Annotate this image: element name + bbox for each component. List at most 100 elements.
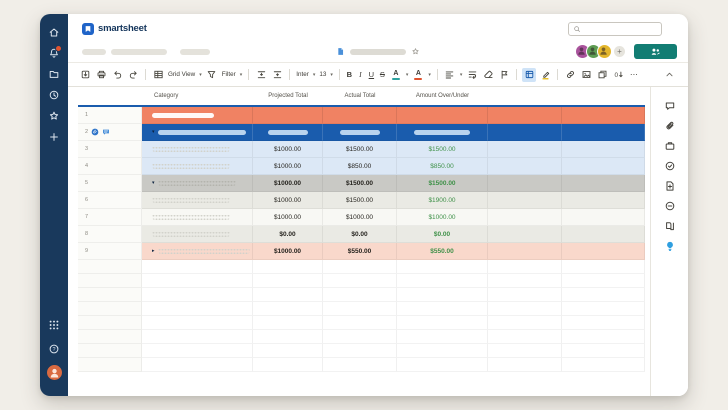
empty-cell[interactable] [78, 330, 142, 344]
projected-total-cell[interactable]: $1000.00 [253, 158, 323, 175]
empty-cell[interactable] [142, 260, 253, 274]
category-cell[interactable]: ▸ [142, 243, 253, 260]
filter-button[interactable] [205, 68, 219, 82]
actual-total-cell[interactable]: $1000.00 [323, 209, 397, 226]
empty-cell[interactable] [78, 260, 142, 274]
empty-cell[interactable] [488, 316, 562, 330]
empty-cell[interactable] [562, 316, 645, 330]
category-cell[interactable] [142, 141, 253, 158]
more-tools-button[interactable]: ⋯ [627, 68, 641, 82]
sidebar-notifications-button[interactable] [46, 45, 62, 61]
projected-total-cell[interactable] [253, 107, 323, 124]
row-collapse-caret[interactable]: ▾ [152, 130, 155, 135]
actual-total-cell[interactable]: $850.00 [323, 158, 397, 175]
empty-cell[interactable] [562, 124, 645, 141]
chevron-down-icon[interactable]: ▾ [199, 72, 202, 78]
empty-cell[interactable] [488, 175, 562, 192]
empty-cell[interactable] [253, 274, 323, 288]
chevron-down-icon[interactable]: ▾ [428, 72, 431, 78]
sidebar-browse-button[interactable] [46, 66, 62, 82]
empty-cell[interactable] [562, 344, 645, 358]
empty-cell[interactable] [253, 260, 323, 274]
projected-total-cell[interactable] [253, 124, 323, 141]
empty-cell[interactable] [562, 260, 645, 274]
projected-total-cell[interactable]: $1000.00 [253, 209, 323, 226]
category-cell[interactable]: ▾ [142, 175, 253, 192]
print-button[interactable] [94, 68, 108, 82]
empty-cell[interactable] [142, 330, 253, 344]
projected-total-cell[interactable]: $1000.00 [253, 192, 323, 209]
empty-cell[interactable] [323, 316, 397, 330]
projected-total-cell[interactable]: $1000.00 [253, 175, 323, 192]
chevron-down-icon[interactable]: ▾ [240, 72, 243, 78]
category-cell[interactable]: ▾ [142, 124, 253, 141]
search-input[interactable] [568, 22, 662, 36]
amount-over-under-cell[interactable]: $1000.00 [397, 209, 488, 226]
empty-cell[interactable] [323, 344, 397, 358]
sidebar-create-button[interactable] [46, 129, 62, 145]
row-number-cell[interactable]: 1 [78, 107, 142, 124]
empty-cell[interactable] [253, 358, 323, 372]
empty-cell[interactable] [488, 260, 562, 274]
empty-cell[interactable] [397, 358, 488, 372]
sidebar-app-launcher-button[interactable] [46, 317, 62, 333]
empty-cell[interactable] [562, 158, 645, 175]
empty-cell[interactable] [142, 274, 253, 288]
empty-cell[interactable] [488, 344, 562, 358]
column-header-amount-over-under[interactable]: Amount Over/Under [397, 93, 488, 99]
collapse-toolbar-button[interactable] [662, 68, 676, 82]
add-collaborator-button[interactable]: + [614, 46, 625, 57]
empty-cell[interactable] [397, 344, 488, 358]
sidebar-account-button[interactable] [47, 365, 62, 380]
sidebar-help-button[interactable]: ? [46, 341, 62, 357]
empty-cell[interactable] [488, 124, 562, 141]
filter-label[interactable]: Filter [222, 71, 236, 78]
projected-total-cell[interactable]: $1000.00 [253, 243, 323, 260]
amount-over-under-cell[interactable]: $1500.00 [397, 175, 488, 192]
row-number-cell[interactable]: 5 [78, 175, 142, 192]
panel-conversations-button[interactable] [661, 97, 679, 115]
empty-cell[interactable] [397, 260, 488, 274]
expand-rows-button[interactable] [270, 68, 284, 82]
row-number-cell[interactable]: 3 [78, 141, 142, 158]
empty-cell[interactable] [142, 288, 253, 302]
row-expand-caret[interactable]: ▸ [152, 249, 155, 254]
empty-cell[interactable] [562, 243, 645, 260]
panel-activity-log-button[interactable] [661, 197, 679, 215]
row-collapse-caret[interactable]: ▾ [152, 181, 155, 186]
chevron-down-icon[interactable]: ▾ [330, 72, 333, 78]
amount-over-under-cell[interactable] [397, 107, 488, 124]
panel-attachments-button[interactable] [661, 117, 679, 135]
undo-button[interactable] [110, 68, 124, 82]
amount-over-under-cell[interactable]: $850.00 [397, 158, 488, 175]
cell-format-button[interactable] [522, 68, 536, 82]
sidebar-favorites-button[interactable] [46, 108, 62, 124]
clear-format-button[interactable] [481, 68, 495, 82]
export-button[interactable] [78, 68, 92, 82]
chevron-down-icon[interactable]: ▾ [313, 72, 316, 78]
empty-cell[interactable] [488, 302, 562, 316]
empty-cell[interactable] [323, 302, 397, 316]
row-number-cell[interactable]: 9 [78, 243, 142, 260]
sort-button[interactable]: 0 [611, 68, 625, 82]
empty-cell[interactable] [488, 288, 562, 302]
amount-over-under-cell[interactable]: $0.00 [397, 226, 488, 243]
empty-cell[interactable] [562, 274, 645, 288]
empty-cell[interactable] [488, 274, 562, 288]
empty-cell[interactable] [253, 344, 323, 358]
row-number-cell[interactable]: 2 [78, 124, 142, 141]
empty-cell[interactable] [562, 358, 645, 372]
empty-cell[interactable] [323, 358, 397, 372]
row-number-cell[interactable]: 6 [78, 192, 142, 209]
panel-summary-button[interactable] [661, 217, 679, 235]
comment-icon[interactable] [102, 128, 110, 136]
wrap-button[interactable] [465, 68, 479, 82]
category-cell[interactable] [142, 226, 253, 243]
empty-cell[interactable] [323, 260, 397, 274]
empty-cell[interactable] [397, 274, 488, 288]
sidebar-recents-button[interactable] [46, 87, 62, 103]
category-cell[interactable] [142, 209, 253, 226]
sidebar-home-button[interactable] [46, 24, 62, 40]
actual-total-cell[interactable]: $1500.00 [323, 175, 397, 192]
empty-cell[interactable] [562, 192, 645, 209]
